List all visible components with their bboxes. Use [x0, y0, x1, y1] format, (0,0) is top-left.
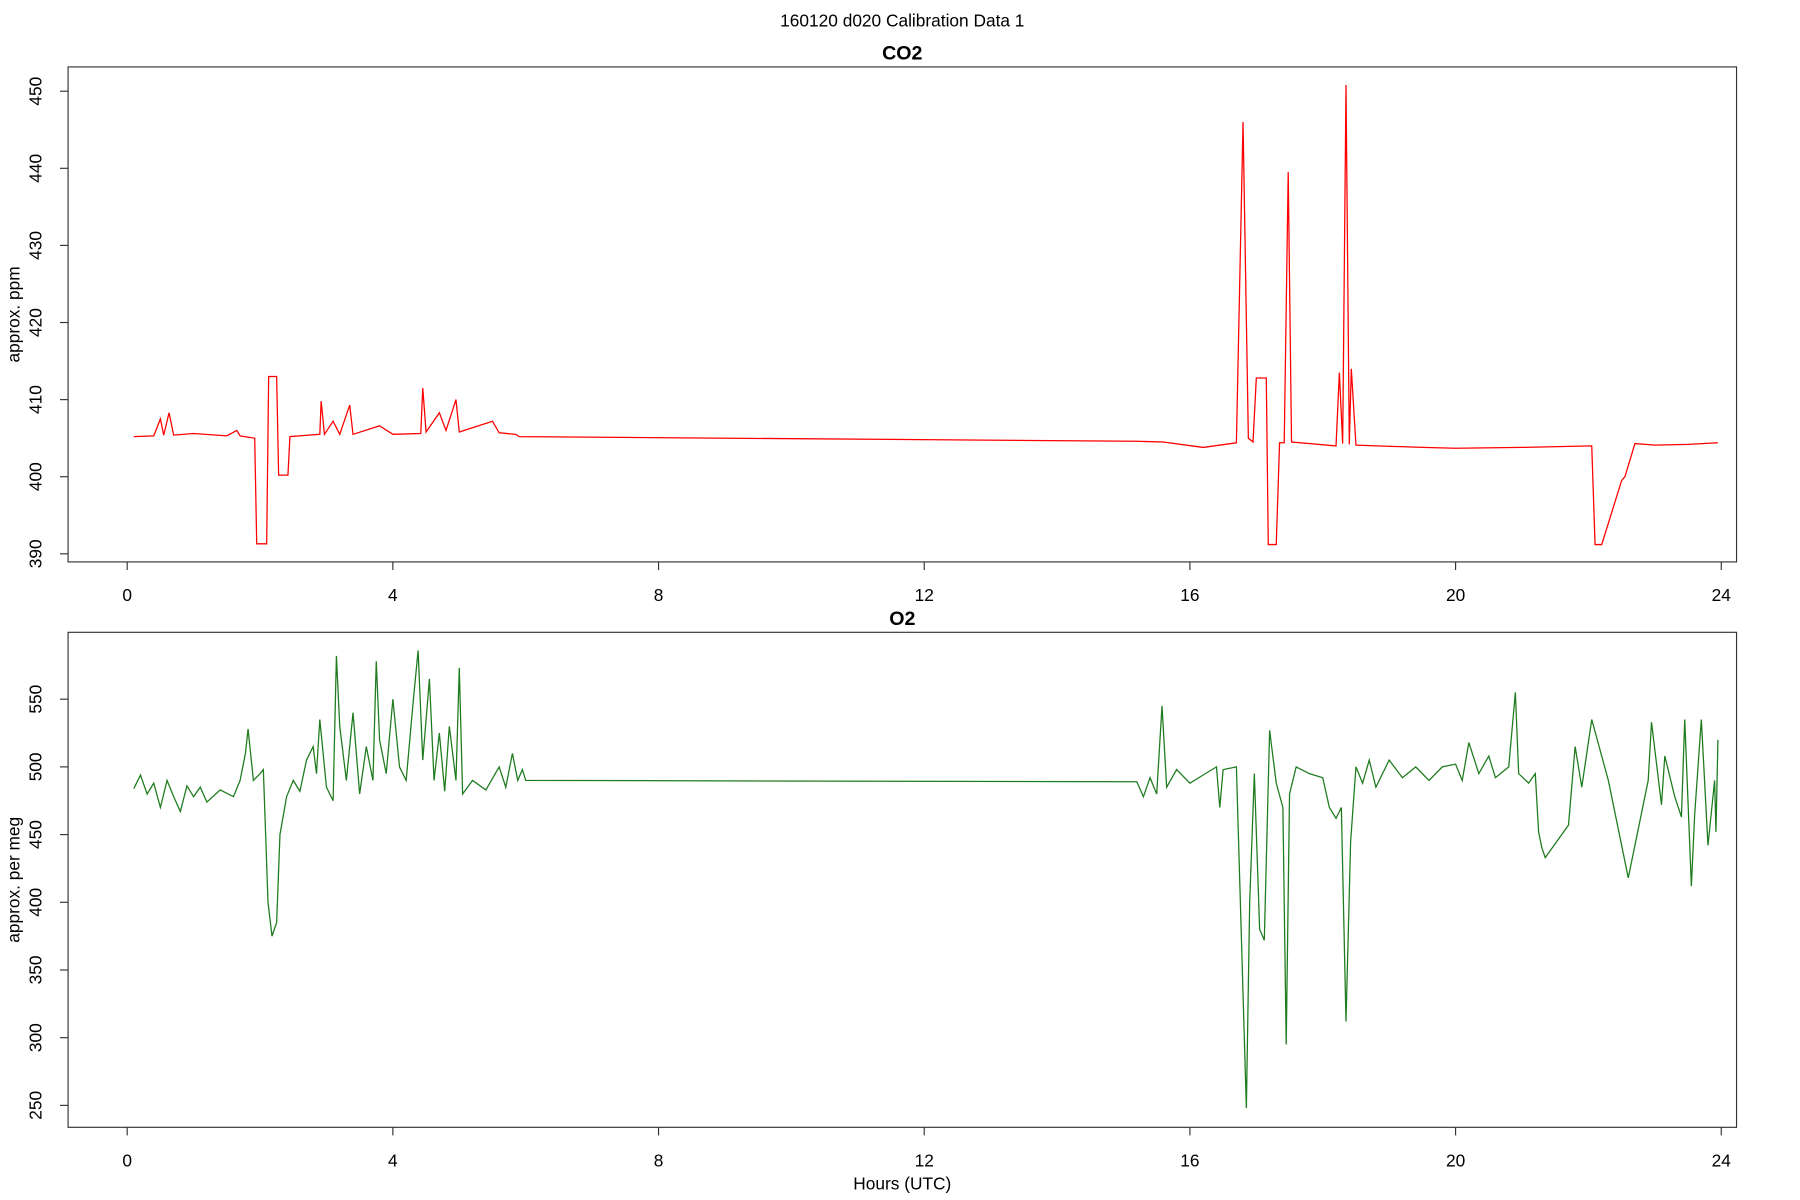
y-tick-label: 400	[25, 888, 45, 917]
figure-title: 160120 d020 Calibration Data 1	[780, 10, 1024, 30]
x-tick-label: 4	[388, 1150, 398, 1170]
x-tick-label: 8	[654, 1150, 664, 1170]
y-tick-label: 450	[25, 77, 45, 106]
x-tick-label: 12	[915, 1150, 934, 1170]
x-tick-label: 4	[388, 585, 398, 605]
y-tick-label: 390	[25, 539, 45, 568]
x-tick-label: 24	[1712, 585, 1732, 605]
y-tick-label: 550	[25, 685, 45, 714]
x-tick-label: 0	[122, 1150, 132, 1170]
y-tick-label: 440	[25, 154, 45, 183]
x-tick-label: 16	[1180, 585, 1199, 605]
y-tick-label: 300	[25, 1023, 45, 1052]
x-tick-label: 20	[1446, 585, 1465, 605]
x-axis-label: Hours (UTC)	[853, 1174, 951, 1194]
data-line	[133, 85, 1718, 546]
chart-title: CO2	[882, 42, 922, 64]
y-tick-label: 450	[25, 820, 45, 849]
chart-title: O2	[889, 608, 915, 630]
data-line	[133, 650, 1719, 1109]
y-tick-label: 430	[25, 231, 45, 260]
x-tick-label: 16	[1180, 1150, 1199, 1170]
x-tick-label: 20	[1446, 1150, 1465, 1170]
y-tick-label: 250	[25, 1091, 45, 1120]
y-tick-label: 350	[25, 956, 45, 985]
plot-frame	[67, 631, 1738, 1128]
y-tick-label: 410	[25, 385, 45, 414]
y-tick-label: 420	[25, 308, 45, 337]
x-tick-label: 0	[122, 585, 132, 605]
y-tick-label: 500	[25, 752, 45, 781]
y-tick-label: 400	[25, 462, 45, 491]
x-tick-label: 24	[1712, 1150, 1732, 1170]
x-tick-label: 12	[915, 585, 934, 605]
x-tick-label: 8	[654, 585, 664, 605]
y-axis-label: approx. per meg	[4, 817, 24, 943]
y-axis-label: approx. ppm	[4, 266, 24, 362]
plot-frame	[67, 66, 1738, 563]
